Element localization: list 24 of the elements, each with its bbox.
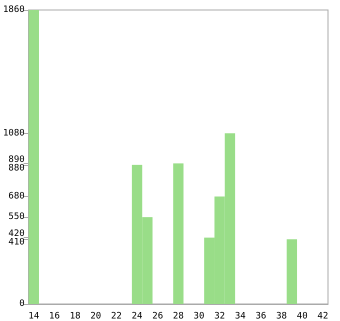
y-tick-label: 1860 [2, 5, 25, 15]
y-tick-label: 1080 [2, 128, 25, 138]
x-tick-label: 14 [28, 312, 40, 321]
x-tick-label: 18 [70, 312, 81, 321]
x-tick-label: 16 [49, 312, 60, 321]
x-tick-label: 38 [276, 312, 287, 321]
x-tick-label: 32 [214, 312, 226, 321]
x-tick-label: 28 [172, 312, 184, 321]
x-tick-label: 30 [194, 312, 204, 321]
x-tick-label: 42 [317, 312, 328, 321]
y-tick-label: 410 [8, 238, 25, 248]
y-tick-label: 880 [8, 163, 25, 174]
x-tick-label: 26 [152, 312, 164, 321]
x-tick-label: 20 [90, 312, 102, 321]
x-tick-label: 34 [234, 312, 246, 321]
x-tick-label: 22 [110, 312, 122, 321]
y-tick-label: 0 [19, 299, 25, 309]
y-tick-label: 550 [8, 212, 25, 222]
y-tick-label: 680 [8, 192, 25, 202]
x-tick-label: 24 [132, 312, 142, 321]
y-tick-label: 420 [8, 229, 25, 240]
y-tick-label: 890 [8, 154, 25, 165]
x-tick-label: 40 [296, 312, 308, 321]
x-tick-label: 36 [255, 312, 266, 321]
